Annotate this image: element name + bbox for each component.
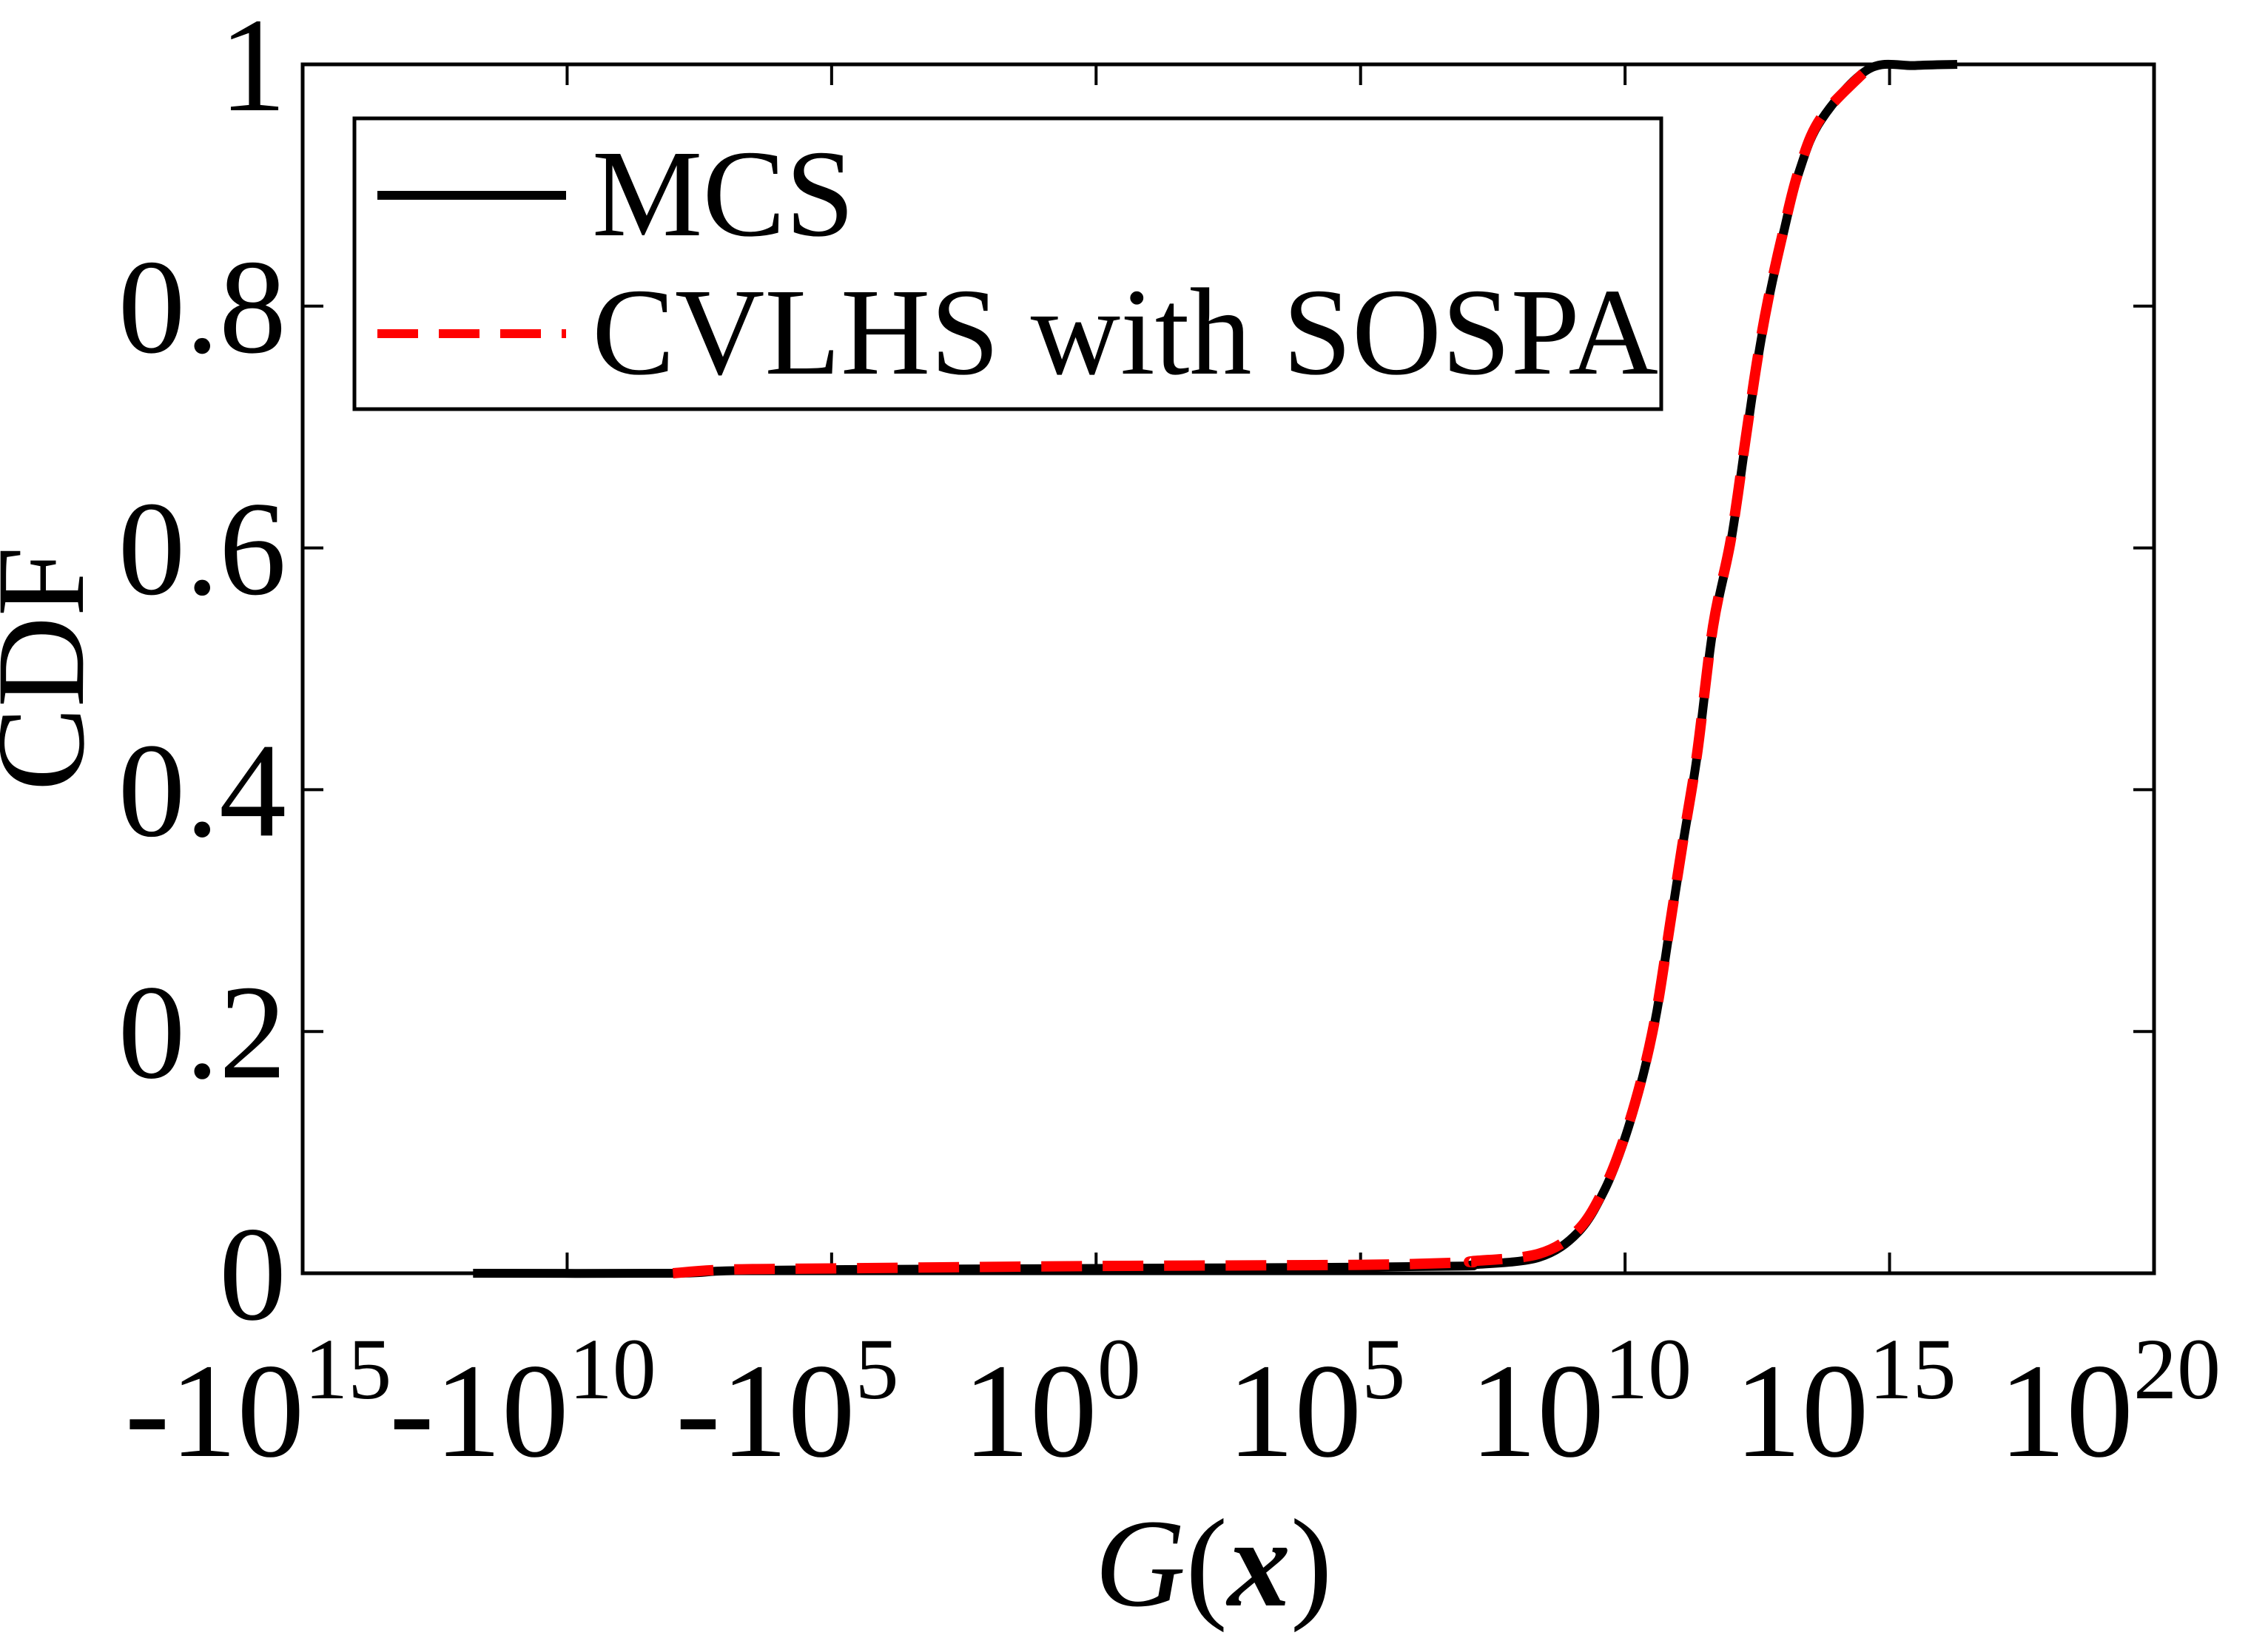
legend: MCS CVLHS with SOSPA bbox=[352, 116, 1663, 411]
x-tick-label: 100 bbox=[963, 1321, 1141, 1486]
y-tick-label: 0.8 bbox=[118, 233, 287, 382]
x-tick-label: 1015 bbox=[1734, 1321, 1956, 1486]
legend-label-cvlhs: CVLHS with SOSPA bbox=[592, 263, 1658, 401]
x-tick-label: 105 bbox=[1227, 1321, 1405, 1486]
y-axis-label: CDF bbox=[0, 547, 110, 792]
y-tick-label: 0 bbox=[219, 1200, 286, 1349]
x-axis-label: G(x) bbox=[1094, 1494, 1332, 1633]
legend-label-mcs: MCS bbox=[592, 125, 855, 263]
y-tick-label: 1 bbox=[219, 0, 286, 140]
series-line-cvlhs-sospa bbox=[672, 64, 1873, 1278]
y-tick-label: 0.4 bbox=[118, 716, 287, 865]
x-axis-label-close: ) bbox=[1291, 1494, 1333, 1633]
series-layer bbox=[473, 59, 1958, 1278]
axes-box bbox=[300, 62, 2156, 1275]
y-tick-label: 0.6 bbox=[118, 475, 287, 624]
legend-box bbox=[352, 116, 1663, 411]
x-tick-label: 1020 bbox=[1999, 1321, 2221, 1486]
x-axis-label-open: ( bbox=[1185, 1494, 1228, 1633]
x-tick-label: 1010 bbox=[1470, 1321, 1692, 1486]
y-tick-label: 0.2 bbox=[118, 958, 287, 1107]
y-tick-labels: 0 0.2 0.4 0.6 0.8 1 bbox=[118, 0, 287, 1349]
plot-area bbox=[300, 59, 2156, 1278]
x-tick-label: -1015 bbox=[125, 1321, 392, 1486]
x-axis-label-func: G bbox=[1094, 1494, 1185, 1633]
x-tick-label: -1010 bbox=[389, 1321, 656, 1486]
x-axis-label-var: x bbox=[1225, 1494, 1291, 1633]
y-ticks bbox=[303, 63, 2154, 1275]
x-tick-labels: -1015-1010 -105 100 105 1010 1015 1020 bbox=[125, 1321, 2221, 1486]
x-tick-label: -105 bbox=[676, 1321, 899, 1486]
